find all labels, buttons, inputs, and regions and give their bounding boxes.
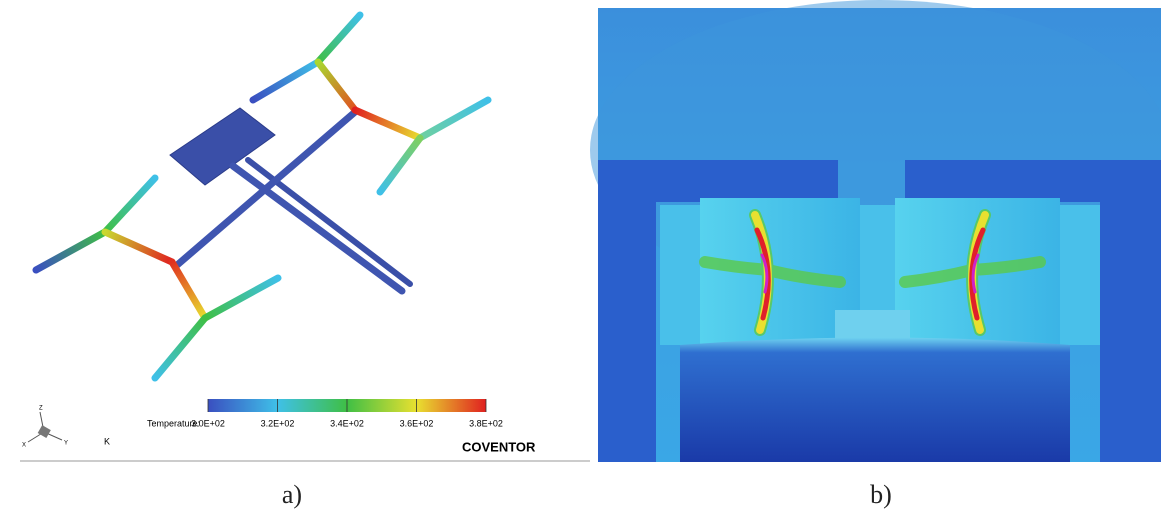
colorbar-tick-label: 3.6E+02 [400,418,434,428]
triad-label: X [22,443,26,449]
figure: Temperature: K COVENTOR Z X Y a) 3.0E+02… [0,0,1161,520]
panel-a: Temperature: K COVENTOR Z X Y a) 3.0E+02… [0,0,590,509]
caption: a) [282,480,302,509]
triad-label: Y [64,441,68,447]
panel-b: b) [590,0,1161,509]
colorbar-tick-label: 3.4E+02 [330,418,364,428]
caption: b) [870,480,892,509]
render-background [0,0,590,462]
triad-label: Z [39,406,43,412]
colorbar-tick-label: 3.8E+02 [469,418,503,428]
colorbar-tick-label: 3.2E+02 [261,418,295,428]
colorbar-tick-label: 3.0E+02 [191,418,225,428]
unit: K [104,436,110,446]
brand: COVENTOR [462,439,536,454]
